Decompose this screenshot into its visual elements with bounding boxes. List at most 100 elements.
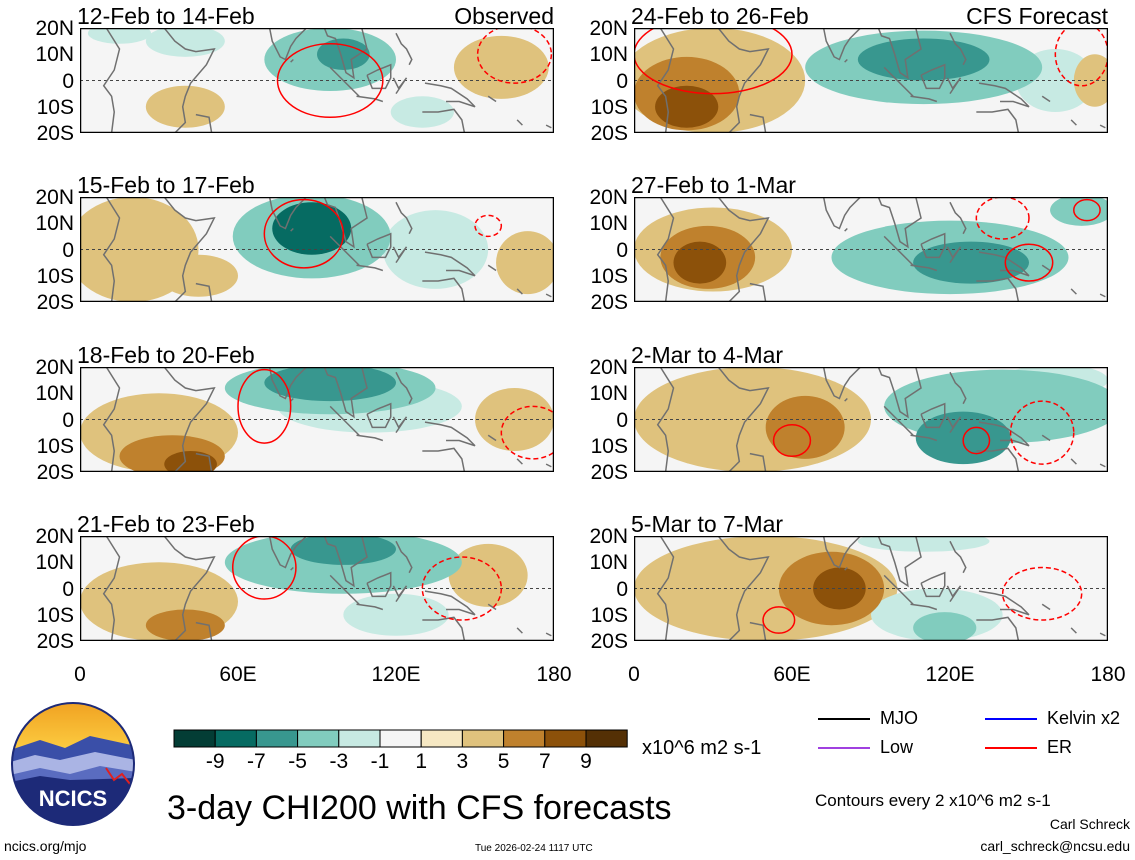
coastline <box>163 197 216 302</box>
coastline <box>656 197 675 302</box>
er-contour-positive <box>263 198 345 269</box>
panel-frame <box>80 28 554 133</box>
lat-tick-label: 20N <box>589 186 628 209</box>
lon-tick-label: 0 <box>74 663 86 686</box>
coastline <box>946 585 962 603</box>
coastline <box>487 95 497 103</box>
coastline <box>883 235 914 266</box>
coastline <box>883 66 914 97</box>
er-contour-positive <box>276 43 384 118</box>
colorbar-swatch <box>255 729 299 748</box>
site-link[interactable]: ncics.org/mjo <box>4 838 87 854</box>
coastline <box>946 416 962 434</box>
coastline <box>976 108 1020 133</box>
coastline <box>976 447 1020 472</box>
colorbar-swatch <box>214 729 257 748</box>
coastline <box>424 82 476 108</box>
lat-tick-label: 20N <box>35 525 74 548</box>
colorbar-swatch <box>585 729 628 748</box>
coastline <box>910 264 938 272</box>
legend-label: Kelvin x2 <box>1047 708 1121 728</box>
coastline <box>392 585 408 603</box>
lat-tick-label: 20S <box>590 122 628 145</box>
coastline <box>230 536 308 569</box>
coastline <box>195 621 213 641</box>
anomaly-region <box>792 233 835 266</box>
coastline <box>910 603 938 611</box>
er-contour-positive <box>762 606 796 634</box>
colorbar-swatch <box>338 729 381 748</box>
er-contour-positive <box>634 28 793 95</box>
coastline <box>1041 434 1051 442</box>
coastline <box>102 367 121 472</box>
coastline <box>356 434 384 442</box>
coastline <box>1099 632 1106 637</box>
coastline <box>102 197 121 302</box>
lat-tick-label: 0 <box>616 577 628 601</box>
coastline <box>102 28 121 133</box>
colorbar-tick-label: 3 <box>456 750 469 773</box>
lat-tick-label: 10N <box>589 382 628 406</box>
er-contour-negative <box>1009 400 1075 465</box>
author-email[interactable]: carl_schreck@ncsu.edu <box>980 838 1130 854</box>
legend-label: ER <box>1047 737 1073 757</box>
panel-title: 27-Feb to 1-Mar <box>631 172 796 198</box>
lat-tick-label: 0 <box>62 577 74 601</box>
coastline <box>356 264 384 272</box>
coastline <box>877 28 922 80</box>
coastline <box>422 447 466 472</box>
legend-label: MJO <box>880 708 918 728</box>
lon-tick-label: 120E <box>925 663 975 686</box>
coastline <box>395 32 413 66</box>
coastline <box>516 288 523 295</box>
coastline <box>422 277 466 302</box>
coastline <box>356 95 384 103</box>
panel-title: 5-Mar to 7-Mar <box>631 511 784 537</box>
anomaly-region <box>272 202 352 255</box>
coastline <box>329 405 360 436</box>
anomaly-region <box>145 609 225 641</box>
coastline <box>1041 603 1051 611</box>
legend-label: Low <box>880 737 914 757</box>
colorbar <box>173 729 628 748</box>
lat-tick-label: 20N <box>35 356 74 379</box>
panel-title: 15-Feb to 17-Feb <box>77 172 255 198</box>
lat-tick-label: 10N <box>35 382 74 406</box>
lat-tick-label: 10S <box>36 95 74 119</box>
coastline <box>749 621 767 641</box>
coastline <box>545 632 552 637</box>
er-contour-positive <box>1004 243 1054 282</box>
colorbar-tick-label: -1 <box>370 750 390 773</box>
lon-tick-label: 60E <box>219 663 257 686</box>
coastline <box>1041 264 1051 272</box>
er-contour-negative <box>975 197 1030 240</box>
coastline <box>920 232 946 259</box>
lon-tick-label: 60E <box>773 663 811 686</box>
coastline <box>366 232 392 259</box>
legend-line-kelvin-x2 <box>985 718 1037 720</box>
colorbar-tick-label: -5 <box>288 750 307 773</box>
coastline <box>1099 124 1106 129</box>
lat-tick-label: 0 <box>62 238 74 262</box>
map-panel <box>80 536 554 641</box>
lat-tick-label: 10S <box>590 603 628 627</box>
coastline <box>230 197 308 230</box>
anomaly-region <box>857 536 990 552</box>
map-panel <box>634 28 1108 133</box>
lat-tick-label: 10S <box>590 434 628 458</box>
coastline <box>717 536 770 641</box>
coastline <box>545 463 552 468</box>
lat-tick-label: 10N <box>589 43 628 67</box>
lon-tick-label: 180 <box>1090 663 1126 686</box>
lat-tick-label: 20S <box>36 291 74 314</box>
coastline <box>656 536 675 641</box>
er-contour-negative <box>474 214 503 238</box>
panel-frame <box>634 367 1108 472</box>
coastline <box>978 82 1030 108</box>
coastline <box>1099 293 1106 298</box>
anomaly-region <box>159 254 238 297</box>
coastline <box>1070 627 1077 634</box>
anomaly-region <box>343 593 449 636</box>
coastline <box>844 58 848 63</box>
coastline <box>784 28 862 61</box>
